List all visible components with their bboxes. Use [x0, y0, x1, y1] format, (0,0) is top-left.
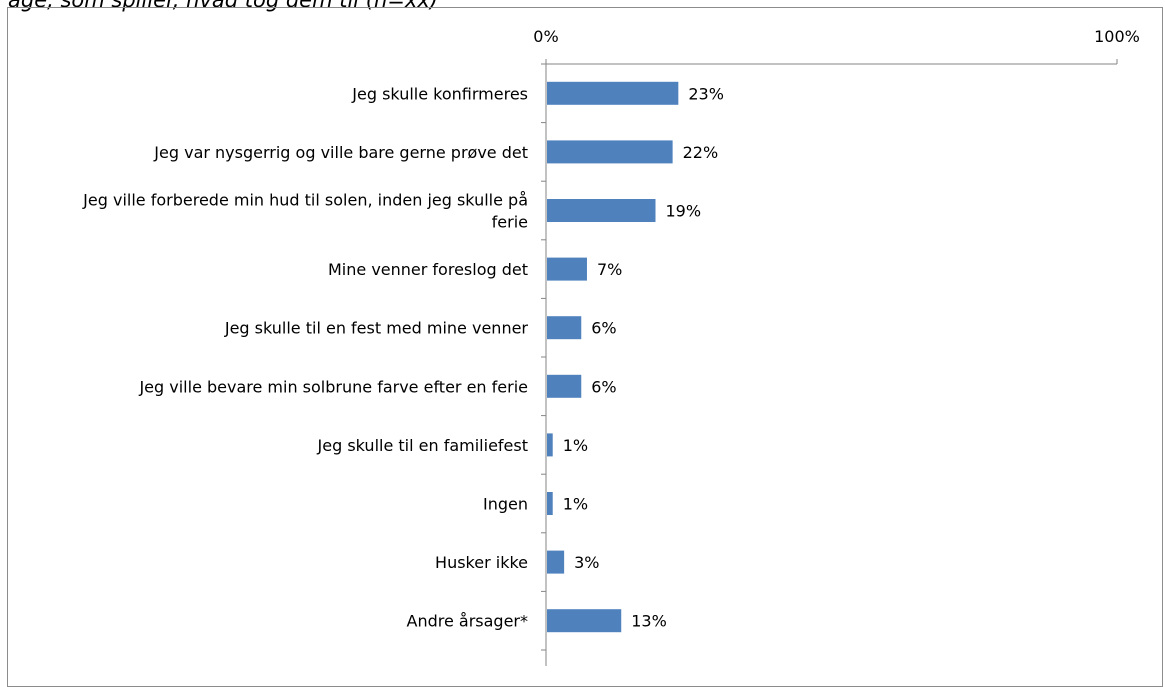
chart-title-cut: age, som spiller, hvad tog dem til (n=xx…	[8, 0, 438, 12]
category-label: Jeg var nysgerrig og ville bare gerne pr…	[153, 143, 528, 162]
category-label: Husker ikke	[435, 553, 528, 572]
data-label: 6%	[591, 319, 616, 338]
data-label: 3%	[574, 553, 599, 572]
category-label: Andre årsager*	[407, 612, 529, 631]
category-label: Mine venner foreslog det	[328, 260, 528, 279]
category-label: Jeg skulle konfirmeres	[351, 84, 528, 103]
x-tick-label: 100%	[1094, 27, 1140, 46]
bar-chart: 0% 100% 23% Jeg skulle konfirmeres 22% Jeg va…	[82, 27, 1140, 666]
category-label: Jeg skulle til en fest med mine venner	[224, 319, 529, 338]
category-label: Jeg ville bevare min solbrune farve efte…	[138, 377, 528, 396]
bar	[547, 374, 582, 398]
data-label: 1%	[563, 495, 588, 514]
category-label: Jeg skulle til en familiefest	[317, 436, 528, 455]
bar	[547, 550, 565, 574]
data-label: 7%	[597, 260, 622, 279]
data-label: 19%	[665, 202, 701, 221]
data-label: 1%	[563, 436, 588, 455]
category-label: ferie	[492, 213, 528, 232]
bar	[547, 257, 587, 281]
bar	[547, 316, 582, 340]
data-label: 13%	[631, 612, 667, 631]
bar	[547, 492, 553, 515]
bar	[547, 433, 553, 457]
x-tick-label: 0%	[533, 27, 558, 46]
data-label: 6%	[591, 377, 616, 396]
bar	[547, 81, 679, 105]
data-label: 22%	[683, 143, 719, 162]
data-label: 23%	[688, 84, 724, 103]
category-label: Jeg ville forberede min hud til solen, i…	[82, 191, 528, 210]
bar	[547, 609, 622, 633]
category-label: Ingen	[483, 495, 528, 514]
bar	[547, 140, 673, 164]
bar	[547, 199, 656, 222]
